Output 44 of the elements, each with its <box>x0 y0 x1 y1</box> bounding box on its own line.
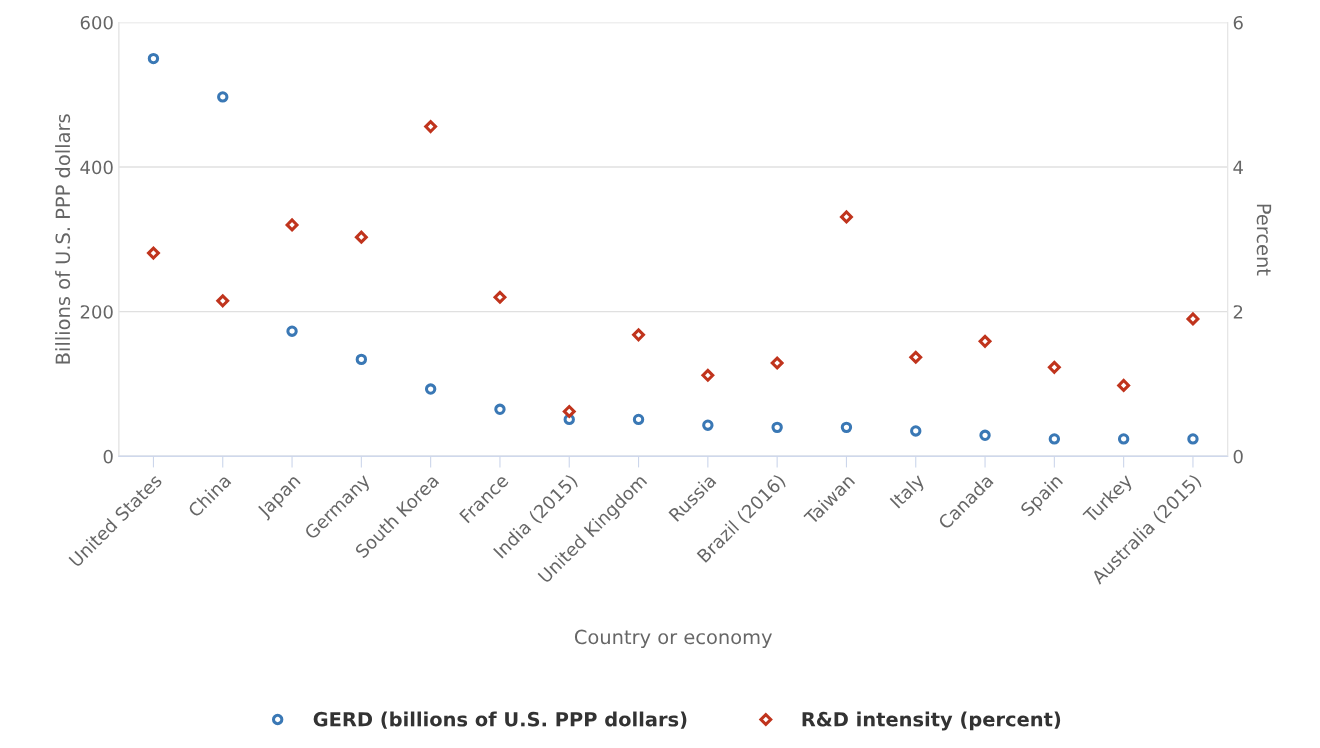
point <box>355 353 368 366</box>
point <box>1117 433 1130 445</box>
point <box>979 429 991 442</box>
point <box>424 383 437 395</box>
point <box>632 413 645 426</box>
y-tick-label: 200 <box>80 305 113 319</box>
y-tick-label: 600 <box>80 15 113 30</box>
legend-label: GERD (billions of U.S. PPP dollars) <box>313 711 687 729</box>
point <box>632 328 645 342</box>
point <box>286 325 298 337</box>
y2-tick-label: 6 <box>1233 15 1243 30</box>
point <box>910 425 922 437</box>
point <box>493 290 507 304</box>
point <box>1186 312 1200 326</box>
point <box>354 230 368 244</box>
point <box>840 421 853 434</box>
point <box>1047 360 1061 374</box>
point <box>1187 433 1199 445</box>
y-axis-title: Billions of U.S. PPP dollars <box>55 114 71 364</box>
point <box>216 294 230 308</box>
point <box>424 120 438 133</box>
point <box>978 334 992 348</box>
y2-axis-title: Percent <box>1256 204 1272 276</box>
point <box>147 246 160 260</box>
point <box>285 218 299 232</box>
y-tick-label: 0 <box>103 449 113 464</box>
point <box>494 403 506 415</box>
point <box>771 421 783 434</box>
point <box>217 91 229 103</box>
y2-tick-label: 2 <box>1233 305 1243 319</box>
point <box>840 210 853 224</box>
point <box>1117 378 1131 392</box>
point <box>562 405 576 418</box>
point <box>1048 433 1061 445</box>
point <box>770 356 784 370</box>
point <box>147 52 160 65</box>
point <box>701 368 715 382</box>
legend-label: R&D intensity (percent) <box>802 711 1061 731</box>
point <box>909 350 923 364</box>
y2-tick-label: 0 <box>1233 449 1243 464</box>
y2-tick-label: 4 <box>1233 160 1243 174</box>
x-axis-title: Country or economy <box>574 629 772 649</box>
point <box>702 419 714 431</box>
y-tick-label: 400 <box>80 160 113 175</box>
